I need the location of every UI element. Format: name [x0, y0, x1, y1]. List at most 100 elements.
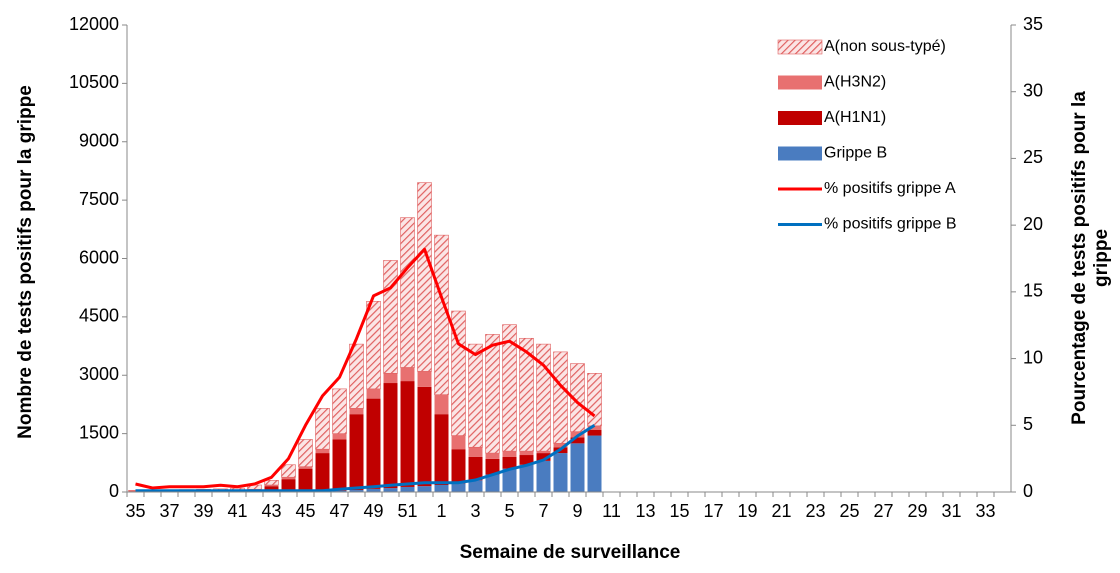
- x-tick-label: 31: [941, 501, 961, 521]
- x-tick-label: 15: [669, 501, 689, 521]
- y-tick-label: 0: [109, 481, 119, 501]
- x-tick-label: 7: [538, 501, 548, 521]
- legend-label: % positifs grippe B: [824, 216, 957, 233]
- y2-tick-label: 0: [1023, 481, 1033, 501]
- bar-segment: [469, 447, 483, 457]
- y2-axis-title: grippe: [1091, 229, 1112, 287]
- y2-tick-label: 5: [1023, 414, 1033, 434]
- x-tick-label: 41: [227, 501, 247, 521]
- x-tick-label: 51: [397, 501, 417, 521]
- bar-segment: [384, 373, 398, 383]
- bar-segment: [316, 408, 330, 449]
- x-tick-label: 17: [703, 501, 723, 521]
- x-tick-label: 13: [635, 501, 655, 521]
- bar-segment: [486, 453, 500, 459]
- bar-segment: [537, 461, 551, 492]
- legend-label: A(H3N2): [824, 74, 886, 91]
- bar-segment: [486, 334, 500, 453]
- bar-segment: [333, 389, 347, 434]
- bar-segment: [554, 453, 568, 492]
- x-tick-label: 9: [572, 501, 582, 521]
- x-tick-label: 19: [737, 501, 757, 521]
- x-tick-label: 37: [159, 501, 179, 521]
- bar-segment: [384, 383, 398, 488]
- y2-axis-title: Pourcentage de tests positifs pour la: [1069, 91, 1090, 425]
- x-tick-label: 35: [125, 501, 145, 521]
- legend-label: Grippe B: [824, 145, 887, 162]
- x-tick-label: 3: [470, 501, 480, 521]
- x-tick-label: 5: [504, 501, 514, 521]
- bar-segment: [384, 260, 398, 373]
- x-tick-label: 43: [261, 501, 281, 521]
- bar-segment: [469, 344, 483, 447]
- bar-segment: [452, 436, 466, 450]
- x-tick-label: 27: [873, 501, 893, 521]
- bar-segment: [503, 451, 517, 457]
- bar-segment: [452, 483, 466, 492]
- bar-segment: [435, 395, 449, 414]
- bar-segment: [350, 408, 364, 414]
- y-axis-title: Nombre de tests positifs pour la grippe: [15, 85, 36, 439]
- y-tick-label: 12000: [69, 14, 119, 34]
- bar-segment: [418, 183, 432, 372]
- bar-segment: [299, 469, 313, 492]
- legend-swatch: [778, 111, 822, 125]
- x-tick-label: 25: [839, 501, 859, 521]
- y-tick-label: 1500: [79, 422, 119, 442]
- bar-segment: [265, 480, 279, 485]
- y-tick-label: 3000: [79, 364, 119, 384]
- y2-tick-label: 10: [1023, 347, 1043, 367]
- bar-segment: [435, 414, 449, 485]
- y-tick-label: 4500: [79, 306, 119, 326]
- x-tick-label: 39: [193, 501, 213, 521]
- bar-segment: [401, 487, 415, 492]
- bar-segment: [299, 439, 313, 466]
- y2-tick-label: 30: [1023, 80, 1043, 100]
- bar-segment: [418, 387, 432, 486]
- bar-segment: [401, 367, 415, 381]
- x-tick-label: 33: [975, 501, 995, 521]
- bar-segment: [282, 465, 296, 477]
- legend-label: A(non sous-typé): [824, 38, 946, 55]
- x-tick-label: 49: [363, 501, 383, 521]
- y-tick-label: 6000: [79, 247, 119, 267]
- bar-segment: [588, 373, 602, 426]
- x-tick-label: 11: [602, 501, 621, 521]
- bar-segment: [333, 434, 347, 440]
- bar-segment: [384, 488, 398, 492]
- y2-tick-label: 20: [1023, 214, 1043, 234]
- y-tick-label: 7500: [79, 189, 119, 209]
- bar-segment: [588, 430, 602, 436]
- bar-segment: [469, 457, 483, 480]
- bar-segment: [520, 451, 534, 455]
- y2-tick-label: 25: [1023, 147, 1043, 167]
- bar-segment: [418, 486, 432, 492]
- y2-tick-label: 15: [1023, 281, 1043, 301]
- bar-segment: [588, 436, 602, 492]
- bar-segment: [316, 453, 330, 491]
- y-tick-label: 10500: [69, 72, 119, 92]
- y-tick-label: 9000: [79, 131, 119, 151]
- x-tick-label: 47: [329, 501, 349, 521]
- bar-segment: [401, 381, 415, 487]
- bar-segment: [554, 352, 568, 443]
- x-tick-label: 23: [805, 501, 825, 521]
- bar-segment: [435, 485, 449, 492]
- bar-segment: [316, 449, 330, 453]
- legend-label: A(H1N1): [824, 109, 886, 126]
- bar-segment: [367, 399, 381, 489]
- bar-segment: [418, 371, 432, 387]
- x-axis-title: Semaine de surveillance: [460, 542, 681, 563]
- legend-swatch: [778, 76, 822, 90]
- x-tick-label: 1: [436, 501, 446, 521]
- bar-segment: [367, 301, 381, 389]
- x-tick-label: 29: [907, 501, 927, 521]
- bar-segment: [350, 344, 364, 408]
- bar-segment: [350, 414, 364, 490]
- legend-label: % positifs grippe A: [824, 180, 956, 197]
- legend-swatch: [778, 147, 822, 161]
- x-tick-label: 45: [295, 501, 315, 521]
- y2-tick-label: 35: [1023, 14, 1043, 34]
